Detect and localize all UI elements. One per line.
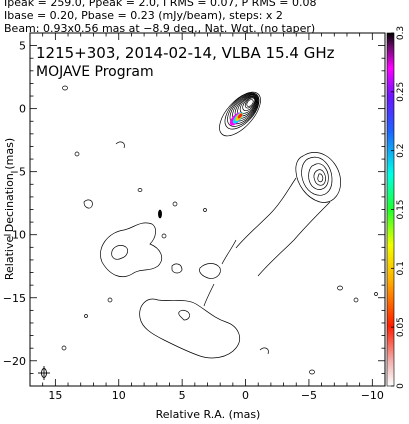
x-tick-label: −5 — [301, 389, 317, 402]
y-tick-label: −20 — [3, 355, 26, 368]
y-tick-label: 0 — [19, 103, 26, 116]
colorbar-ticks — [391, 32, 394, 387]
x-axis-label: Relative R.A. (mas) — [156, 408, 261, 421]
axis-ticks — [29, 32, 386, 387]
x-tick-label: 5 — [179, 389, 186, 402]
colorbar-label: 0.2 — [396, 144, 406, 158]
core-polarization — [229, 112, 244, 126]
colorbar-label: 0.3 — [396, 26, 406, 40]
header-line-1: Ipeak = 259.0, Ppeak = 2.0, I RMS = 0.07… — [4, 0, 317, 9]
colorbar-labels: 0.3 0.25 0.2 0.15 0.1 0.05 0 — [396, 26, 406, 389]
colorbar-label: 0.15 — [396, 199, 406, 219]
plot-frame — [29, 32, 386, 387]
map-subtitle: MOJAVE Program — [36, 64, 154, 80]
x-tick-label: 15 — [48, 389, 62, 402]
beam-marker — [158, 209, 162, 219]
beam-ellipse — [38, 366, 50, 380]
y-axis-label: Relative Decination (mas) — [3, 138, 16, 280]
diffuse-emission-contours — [100, 222, 240, 359]
colorbar-label: 0.25 — [396, 82, 406, 102]
contours — [61, 85, 378, 375]
map-title: 1215+303, 2014-02-14, VLBA 15.4 GHz — [36, 44, 335, 62]
x-tick-labels: 15 10 5 0 −5 −10 — [48, 389, 384, 402]
y-tick-label: −5 — [10, 166, 26, 179]
jet-knot-contours — [235, 152, 341, 277]
y-tick-label: −15 — [3, 292, 26, 305]
noise-contours — [61, 85, 378, 375]
x-tick-label: 10 — [112, 389, 126, 402]
y-tick-label: −10 — [3, 229, 26, 242]
x-tick-label: 0 — [242, 389, 249, 402]
x-tick-label: −10 — [361, 389, 384, 402]
header-line-2: Ibase = 0.20, Pbase = 0.23 (mJy/beam), s… — [4, 9, 283, 22]
core-contours — [219, 91, 261, 137]
header-line-3: Beam: 0.93x0.56 mas at −8.9 deg., Nat. W… — [4, 22, 316, 35]
colorbar-label: 0.05 — [396, 317, 406, 337]
y-tick-label: 5 — [19, 40, 26, 53]
colorbar-label: 0 — [396, 383, 406, 389]
colorbar-label: 0.1 — [396, 261, 406, 275]
y-tick-labels: 5 0 −5 −10 −15 −20 — [3, 40, 26, 368]
